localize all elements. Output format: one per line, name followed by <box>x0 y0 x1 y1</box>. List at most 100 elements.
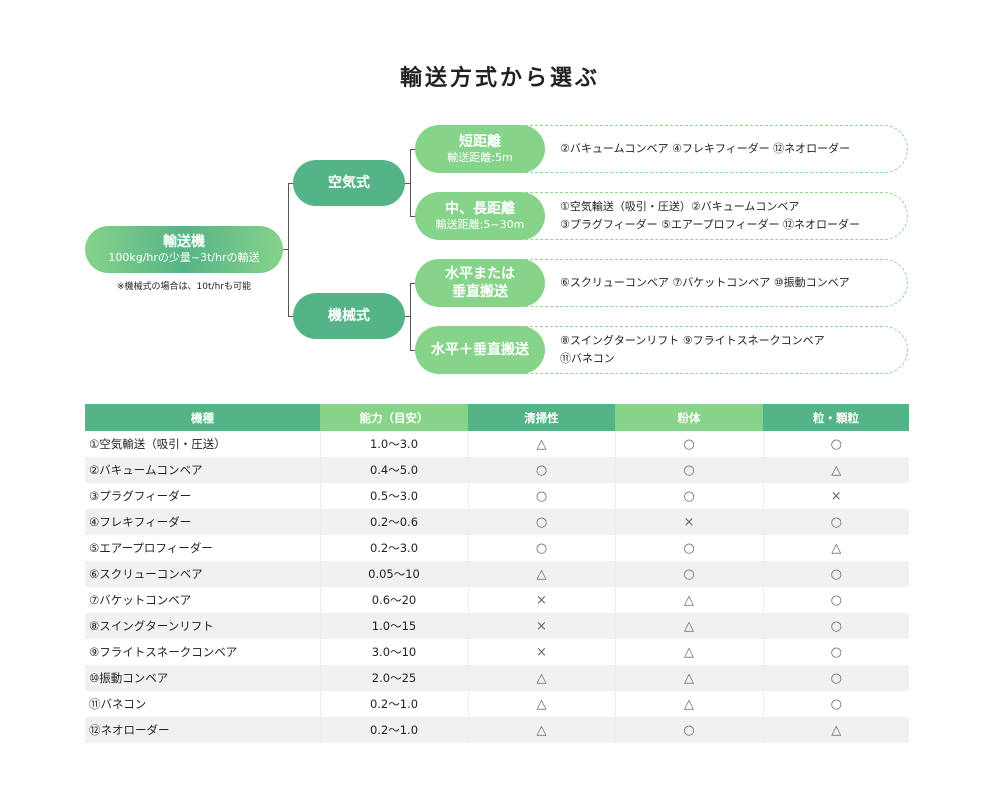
cell-powder: ○ <box>614 457 763 483</box>
cell-powder: △ <box>614 613 763 639</box>
root-node: 輸送機 100kg/hrの少量~3t/hrの輸送 <box>85 226 283 273</box>
pneumatic-node: 空気式 <box>293 160 405 206</box>
table-row: ⑧スイングターンリフト 1.0〜15 × △ ○ <box>85 613 909 639</box>
horizontal-or-vertical-node: 水平または 垂直搬送 <box>415 259 545 307</box>
cell-granule: ○ <box>762 587 909 613</box>
cell-capacity: 3.0〜10 <box>319 639 468 665</box>
item-line: ①空気輸送（吸引・圧送）②バキュームコンベア <box>560 200 800 214</box>
item-line: ⑧スイングターンリフト ⑨フライトスネークコンベア <box>560 334 825 348</box>
table-row: ⑦バケットコンベア 0.6〜20 × △ ○ <box>85 587 909 613</box>
cell-powder: △ <box>614 639 763 665</box>
connector <box>288 183 294 184</box>
cell-capacity: 0.5〜3.0 <box>319 483 468 509</box>
header-cleanability: 清掃性 <box>468 404 615 431</box>
mechanical-label: 機械式 <box>328 307 370 324</box>
cell-capacity: 2.0〜25 <box>319 665 468 691</box>
table-row: ①空気輸送（吸引・圧送） 1.0〜3.0 △ ○ ○ <box>85 431 909 457</box>
table-row: ⑨フライトスネークコンベア 3.0〜10 × △ ○ <box>85 639 909 665</box>
table-row: ⑥スクリューコンベア 0.05〜10 △ ○ ○ <box>85 561 909 587</box>
cell-granule: ○ <box>762 639 909 665</box>
short-items: ②バキュームコンベア ④フレキフィーダー ⑫ネオローダー <box>525 125 908 173</box>
root-note: ※機械式の場合は、10t/hrも可能 <box>117 282 251 292</box>
header-granule: 粒・顆粒 <box>763 404 909 431</box>
cell-capacity: 0.05〜10 <box>319 561 468 587</box>
cell-cleanability: × <box>467 587 615 613</box>
connector <box>410 216 416 217</box>
root-sub: 100kg/hrの少量~3t/hrの輸送 <box>108 251 260 265</box>
cell-cleanability: × <box>467 613 615 639</box>
connector <box>288 183 289 317</box>
cell-model: ②バキュームコンベア <box>85 457 320 483</box>
horizontal-and-vertical-node: 水平＋垂直搬送 <box>415 326 545 374</box>
connector <box>410 149 411 216</box>
item-line: ⑥スクリューコンベア ⑦バケットコンベア ⑩振動コンベア <box>560 276 850 290</box>
horizontal-and-vertical-items: ⑧スイングターンリフト ⑨フライトスネークコンベア ⑪バネコン <box>525 326 908 374</box>
cell-cleanability: ○ <box>467 457 615 483</box>
table-row: ⑪バネコン 0.2〜1.0 △ △ ○ <box>85 691 909 717</box>
cell-powder: △ <box>614 665 763 691</box>
cell-capacity: 0.2〜1.0 <box>319 691 468 717</box>
cell-cleanability: △ <box>467 691 615 717</box>
cell-model: ⑥スクリューコンベア <box>85 561 320 587</box>
short-sub: 輸送距離:5m <box>447 150 513 164</box>
cell-model: ④フレキフィーダー <box>85 509 320 535</box>
connector <box>410 283 416 284</box>
cell-model: ⑤エアープロフィーダー <box>89 541 213 555</box>
root-label: 輸送機 <box>163 234 205 251</box>
connector <box>405 183 411 184</box>
cell-capacity: 0.2〜3.0 <box>319 535 468 561</box>
cell-model: ⑩振動コンベア <box>85 665 320 691</box>
header-model: 機種 <box>85 404 320 431</box>
cell-powder: ○ <box>614 535 763 561</box>
cell-granule: ○ <box>762 509 909 535</box>
cell-capacity: 0.6〜20 <box>319 587 468 613</box>
cell-capacity: 0.2〜1.0 <box>319 717 468 743</box>
item-line: ②バキュームコンベア ④フレキフィーダー ⑫ネオローダー <box>560 142 851 156</box>
mechanical-node: 機械式 <box>293 293 405 339</box>
item-line: ⑪バネコン <box>560 352 615 365</box>
item-line: ③プラグフィーダー ⑤エアープロフィーダー ⑫ネオローダー <box>560 218 860 231</box>
cell-cleanability: ○ <box>467 535 615 561</box>
table-row: ③プラグフィーダー 0.5〜3.0 ○ ○ × <box>85 483 909 509</box>
table-row: ②バキュームコンベア 0.4〜5.0 ○ ○ △ <box>85 457 909 483</box>
cell-capacity: 1.0〜15 <box>319 613 468 639</box>
connector <box>410 149 416 150</box>
cell-model: ⑫ネオローダー <box>85 717 320 743</box>
cell-cleanability: △ <box>467 431 615 457</box>
cell-cleanability: △ <box>467 665 615 691</box>
table-row: ⑤エアープロフィーダー 0.2〜3.0 ○ ○ △ <box>85 535 909 561</box>
cell-powder: ○ <box>614 431 763 457</box>
hv-label-2: 垂直搬送 <box>452 284 508 300</box>
cell-powder: △ <box>614 691 763 717</box>
table-row: ⑩振動コンベア 2.0〜25 △ △ ○ <box>85 665 909 691</box>
long-node: 中、長距離 輸送距離:5~30m <box>415 192 545 240</box>
table-row: ④フレキフィーダー 0.2〜0.6 ○ × ○ <box>85 509 909 535</box>
cell-model: ⑨フライトスネークコンベア <box>89 645 238 659</box>
connector <box>405 316 411 317</box>
cell-model: ⑦バケットコンベア <box>89 593 192 607</box>
pneumatic-label: 空気式 <box>328 174 370 191</box>
cell-cleanability: △ <box>467 561 615 587</box>
short-node: 短距離 輸送距離:5m <box>415 125 545 173</box>
table-row: ⑫ネオローダー 0.2〜1.0 △ ○ △ <box>85 717 909 743</box>
cell-powder: ○ <box>614 561 763 587</box>
connector <box>288 316 294 317</box>
header-powder: 粉体 <box>615 404 763 431</box>
table-header-row: 機種 能力（目安） 清掃性 粉体 粒・顆粒 <box>85 404 909 431</box>
cell-granule: ○ <box>762 691 909 717</box>
long-items: ①空気輸送（吸引・圧送）②バキュームコンベア ③プラグフィーダー ⑤エアープロフ… <box>525 192 908 240</box>
cell-granule: ○ <box>762 613 909 639</box>
cell-capacity: 1.0〜3.0 <box>319 431 468 457</box>
hav-label: 水平＋垂直搬送 <box>431 341 529 358</box>
cell-model: ⑧スイングターンリフト <box>85 613 320 639</box>
cell-powder: △ <box>614 587 763 613</box>
cell-cleanability: ○ <box>467 483 615 509</box>
page-title: 輸送方式から選ぶ <box>399 66 600 91</box>
cell-model: ③プラグフィーダー <box>89 489 192 503</box>
hv-label-1: 水平または <box>445 265 515 282</box>
short-label: 短距離 <box>459 133 501 150</box>
cell-model: ⑪バネコン <box>89 697 147 711</box>
cell-capacity: 0.4〜5.0 <box>319 457 468 483</box>
cell-cleanability: ○ <box>467 509 615 535</box>
cell-cleanability: △ <box>467 717 615 743</box>
